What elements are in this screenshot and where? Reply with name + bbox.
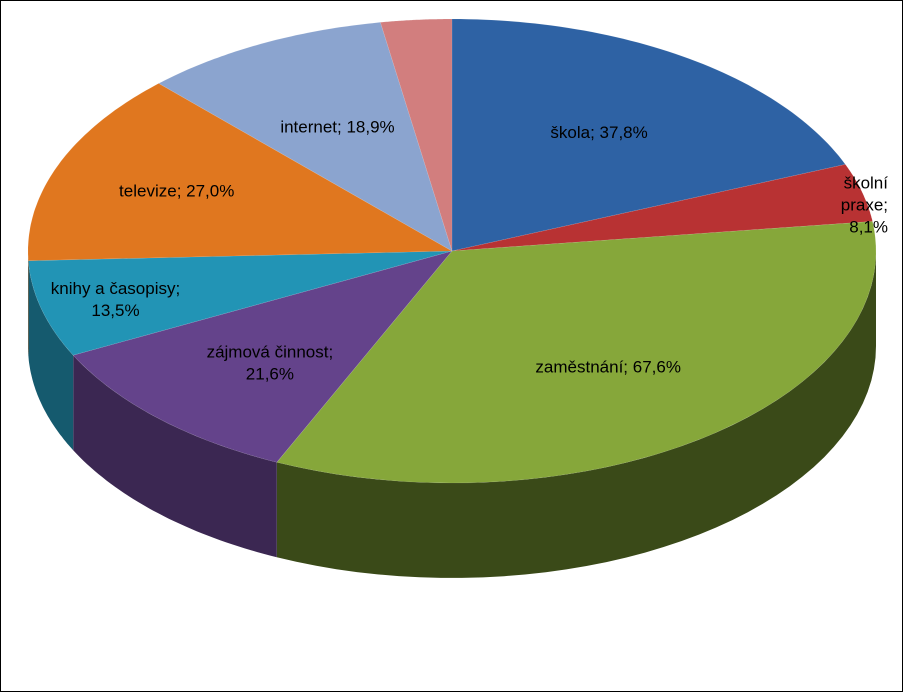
pie-slice-6	[158, 21, 453, 252]
data-label-3-1: 21,6%	[246, 365, 294, 384]
pie-side-2	[276, 251, 876, 578]
data-label-3-0: zájmová činnost;	[207, 343, 334, 362]
pie-slice-0	[451, 18, 846, 252]
data-label-2-0: zaměstnání; 67,6%	[535, 358, 681, 377]
data-label-0-0: škola; 37,8%	[550, 123, 647, 142]
data-label-1-2: 8,1%	[849, 217, 888, 236]
pie-slice-1	[451, 164, 873, 252]
data-label-1-1: praxe;	[841, 195, 888, 214]
pie-slice-7	[380, 18, 453, 252]
pie-slice-4	[28, 250, 453, 356]
pie-slice-5	[27, 83, 454, 262]
data-label-6-0: internet; 18,9%	[280, 118, 394, 137]
pie-side-4	[28, 260, 74, 451]
pie-slice-3	[72, 250, 453, 463]
data-label-5-0: televize; 27,0%	[119, 181, 234, 200]
data-label-4-1: 13,5%	[91, 301, 139, 320]
pie-slice-2	[276, 221, 877, 484]
pie-side-3	[73, 355, 277, 558]
data-label-1-0: školní	[844, 173, 889, 192]
data-label-4-0: knihy a časopisy;	[51, 279, 180, 298]
